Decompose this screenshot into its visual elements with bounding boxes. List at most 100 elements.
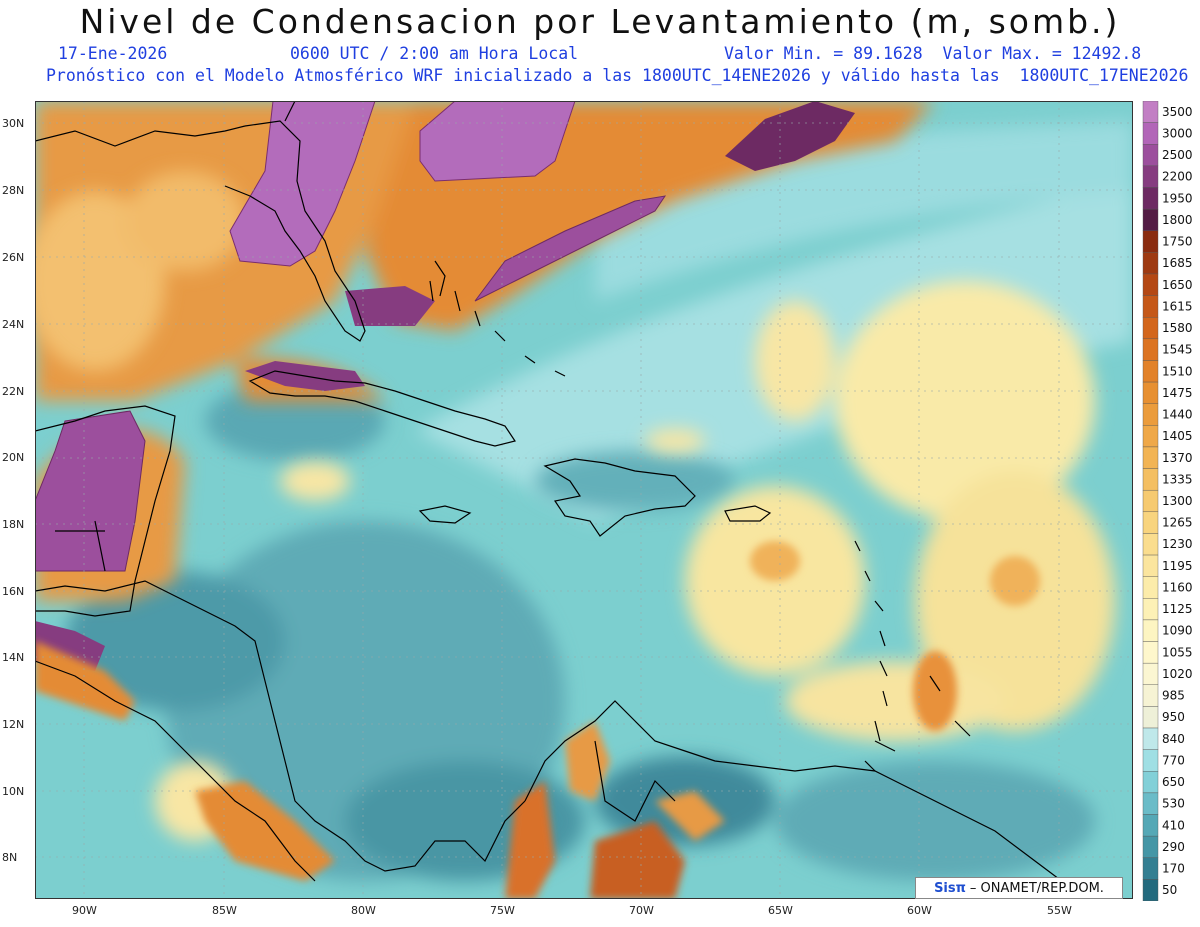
lon-label-75w: 75W: [490, 904, 515, 917]
legend-swatch-1090: [1142, 619, 1159, 642]
legend-label-1405: 1405: [1162, 429, 1193, 443]
florida-coast: [224, 120, 366, 342]
legend-label-1475: 1475: [1162, 386, 1193, 400]
lon-label-80w: 80W: [351, 904, 376, 917]
legend-swatch-650: [1142, 771, 1159, 794]
legend-swatch-1405: [1142, 425, 1159, 448]
legend-swatch-1160: [1142, 576, 1159, 599]
legend-swatch-1020: [1142, 662, 1159, 685]
legend-swatch-1230: [1142, 533, 1159, 556]
legend-swatch-3000: [1142, 122, 1159, 145]
lat-label-24n: 24N: [2, 318, 25, 331]
legend-label-1300: 1300: [1162, 494, 1193, 508]
legend-label-1020: 1020: [1162, 667, 1193, 681]
legend-swatch-1750: [1142, 230, 1159, 253]
map-title: Nivel de Condensacion por Levantamiento …: [79, 2, 1121, 41]
legend-swatch-530: [1142, 792, 1159, 815]
legend-label-1545: 1545: [1162, 343, 1193, 357]
legend-swatch-770: [1142, 749, 1159, 772]
forecast-date: 17-Ene-2026: [58, 44, 168, 63]
legend-label-1510: 1510: [1162, 364, 1193, 378]
hispaniola-coast: [543, 458, 696, 537]
legend-label-1950: 1950: [1162, 191, 1193, 205]
legend-swatch-1685: [1142, 252, 1159, 275]
legend-swatch-1195: [1142, 554, 1159, 577]
legend-label-1335: 1335: [1162, 472, 1193, 486]
legend-label-985: 985: [1162, 689, 1185, 703]
cuba-coast: [248, 370, 516, 447]
south-america-coast: [524, 700, 1076, 892]
legend-label-840: 840: [1162, 732, 1185, 746]
legend-swatch-1300: [1142, 489, 1159, 513]
graticule: [35, 101, 1133, 899]
legend-swatch-1265: [1142, 511, 1159, 534]
credit-text: – ONAMET/REP.DOM.: [969, 880, 1104, 896]
legend-label-1090: 1090: [1162, 624, 1193, 638]
legend-label-770: 770: [1162, 753, 1185, 767]
legend-label-1265: 1265: [1162, 516, 1193, 530]
legend-label-170: 170: [1162, 862, 1185, 876]
legend-label-1750: 1750: [1162, 235, 1193, 249]
legend-label-1650: 1650: [1162, 278, 1193, 292]
lcl-map: [35, 101, 1133, 899]
legend-swatch-1800: [1142, 208, 1159, 231]
legend-swatch-1475: [1142, 381, 1159, 404]
legend-label-1685: 1685: [1162, 256, 1193, 270]
legend-label-3500: 3500: [1162, 105, 1193, 119]
legend-swatch-840: [1142, 727, 1159, 750]
lat-label-18n: 18N: [2, 518, 25, 531]
lat-label-22n: 22N: [2, 385, 25, 398]
credit-box: Sisπ – ONAMET/REP.DOM.: [915, 877, 1123, 899]
legend-swatch-1545: [1142, 338, 1159, 361]
lon-label-90w: 90W: [72, 904, 97, 917]
lat-label-10n: 10N: [2, 785, 25, 798]
legend-swatch-410: [1142, 814, 1159, 837]
sispi-logo: Sisπ: [934, 880, 966, 896]
legend-label-1230: 1230: [1162, 537, 1193, 551]
coastlines: [35, 101, 1076, 892]
lat-label-14n: 14N: [2, 651, 25, 664]
orange-streaks-south: [35, 641, 725, 899]
legend-swatch-2200: [1142, 165, 1159, 188]
lon-label-70w: 70W: [629, 904, 654, 917]
orange-cells-east: [750, 541, 1040, 731]
legend-swatch-1580: [1142, 317, 1159, 340]
lon-label-85w: 85W: [212, 904, 237, 917]
lat-label-12n: 12N: [2, 718, 25, 731]
lat-label-30n: 30N: [2, 117, 25, 130]
light-orange-north: [35, 171, 245, 371]
min-max-values: Valor Min. = 89.1628 Valor Max. = 12492.…: [724, 44, 1142, 63]
legend-label-1800: 1800: [1162, 213, 1193, 227]
legend-swatch-3500: [1142, 101, 1159, 123]
yucatan-coast: [35, 405, 176, 617]
legend-label-290: 290: [1162, 840, 1185, 854]
legend-swatch-985: [1142, 684, 1159, 707]
legend-swatch-1615: [1142, 295, 1159, 318]
legend-swatch-290: [1142, 835, 1159, 858]
legend-swatch-1650: [1142, 273, 1159, 296]
lat-label-20n: 20N: [2, 451, 25, 464]
legend-label-3000: 3000: [1162, 126, 1193, 140]
lat-label-26n: 26N: [2, 251, 25, 264]
legend-label-1125: 1125: [1162, 602, 1193, 616]
lat-label-16n: 16N: [2, 585, 25, 598]
legend-label-1055: 1055: [1162, 645, 1193, 659]
legend-swatch-1125: [1142, 598, 1159, 621]
legend-label-530: 530: [1162, 797, 1185, 811]
legend-swatch-1055: [1142, 641, 1159, 664]
puerto-rico-coast: [724, 505, 772, 522]
legend-label-410: 410: [1162, 818, 1185, 832]
legend-swatch-170: [1142, 857, 1159, 880]
legend-swatch-2500: [1142, 144, 1159, 167]
jamaica-coast: [418, 505, 472, 524]
lon-label-65w: 65W: [768, 904, 793, 917]
legend-label-650: 650: [1162, 775, 1185, 789]
legend-label-2500: 2500: [1162, 148, 1193, 162]
color-legend: 3500 3000 2500 2200 1950 1800 1750 1685 1650 1615…: [1142, 101, 1193, 901]
legend-swatch-50: [1142, 879, 1159, 901]
lat-label-8n: 8N: [2, 851, 18, 864]
legend-swatch-1510: [1142, 360, 1159, 383]
legend-swatch-1950: [1142, 187, 1159, 210]
lon-label-55w: 55W: [1047, 904, 1072, 917]
legend-label-1580: 1580: [1162, 321, 1193, 335]
